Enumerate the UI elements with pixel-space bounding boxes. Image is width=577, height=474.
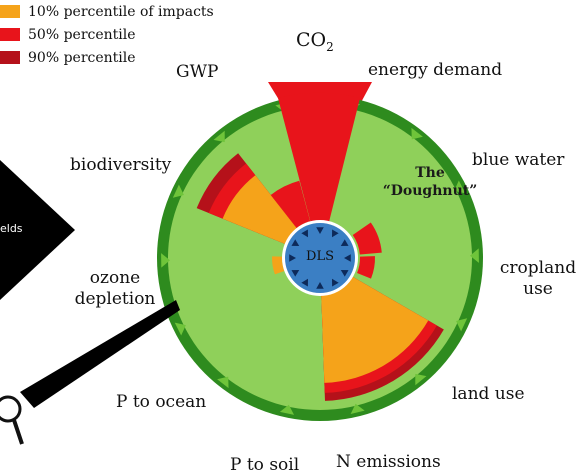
legend-swatch-p90 xyxy=(0,51,20,64)
ring-marker xyxy=(172,184,184,198)
blue-water-p50-wedge xyxy=(352,222,382,255)
legend-swatch-p50 xyxy=(0,28,20,41)
ring-marker xyxy=(174,322,186,336)
ring-markers xyxy=(161,101,479,415)
n-emissions-label: N emissions xyxy=(336,452,441,472)
legend-label: 10% percentile of impacts xyxy=(28,3,214,20)
ring-marker xyxy=(415,373,427,386)
center-markers xyxy=(289,227,351,289)
center-marker xyxy=(332,229,339,238)
ozone-wedge xyxy=(272,256,285,275)
ring-marker xyxy=(161,253,171,268)
center-marker xyxy=(316,282,324,289)
ring-marker xyxy=(217,376,229,389)
center-marker xyxy=(289,254,296,262)
side-panel-shape xyxy=(0,160,75,300)
legend-label: 50% percentile xyxy=(28,26,136,43)
co2-subscript: 2 xyxy=(326,39,334,54)
minor-wedges xyxy=(270,180,382,279)
legend: 10% percentile of impacts 50% percentile… xyxy=(0,0,214,69)
blue-water-label: blue water xyxy=(472,150,565,170)
energy-demand-label: energy demand xyxy=(368,60,503,80)
ring-marker xyxy=(279,404,295,415)
ring-marker xyxy=(469,248,479,263)
doughnut-title-line2: “Doughnut” xyxy=(382,183,478,199)
cropland-line1: cropland xyxy=(499,258,577,278)
legend-item: 10% percentile of impacts xyxy=(0,0,214,23)
land-use-label: land use xyxy=(452,384,525,404)
center-marker xyxy=(340,239,349,246)
gwp-label: GWP xyxy=(176,62,219,82)
land-use-wedges xyxy=(320,258,444,401)
biodiversity-label: biodiversity xyxy=(70,155,172,175)
co2-text: CO xyxy=(296,29,327,51)
center-marker xyxy=(301,278,308,287)
side-panel-text: elds xyxy=(0,222,23,235)
ring-marker xyxy=(411,127,423,140)
land-use-p10-wedge xyxy=(320,258,429,383)
center-marker xyxy=(316,227,324,234)
center-marker xyxy=(291,270,300,277)
ring-marker xyxy=(454,180,466,194)
cropland-use-label: cropland use xyxy=(498,258,577,300)
ring-marker xyxy=(213,130,225,143)
legend-item: 90% percentile xyxy=(0,46,214,69)
doughnut-title: The “Doughnut” xyxy=(382,164,478,200)
ring-marker xyxy=(350,403,365,415)
co2-label: CO2 xyxy=(296,30,334,58)
ozone-label: ozone depletion xyxy=(70,268,160,310)
cropland-p50-wedge xyxy=(357,256,375,279)
co2-wedge xyxy=(278,92,360,258)
pointer-beam xyxy=(20,300,180,408)
ozone-line1: ozone xyxy=(89,268,141,288)
p-soil-label: P to soil xyxy=(230,455,300,474)
cropland-line2: use xyxy=(523,279,553,299)
ozone-line2: depletion xyxy=(74,289,156,309)
doughnut-title-line1: The xyxy=(415,165,445,181)
dls-label: DLS xyxy=(306,249,334,264)
dls-center xyxy=(285,223,355,293)
center-marker xyxy=(332,278,339,287)
magnifying-glass-icon xyxy=(0,395,24,445)
legend-swatch-p10 xyxy=(0,5,20,18)
center-marker xyxy=(301,229,308,238)
ring-marker xyxy=(456,318,468,332)
gwp-p50-wedge xyxy=(270,180,311,229)
center-marker xyxy=(340,270,349,277)
p-ocean-label: P to ocean xyxy=(116,392,207,412)
legend-item: 50% percentile xyxy=(0,23,214,46)
center-marker xyxy=(291,239,300,246)
center-marker xyxy=(344,254,351,262)
legend-label: 90% percentile xyxy=(28,49,136,66)
